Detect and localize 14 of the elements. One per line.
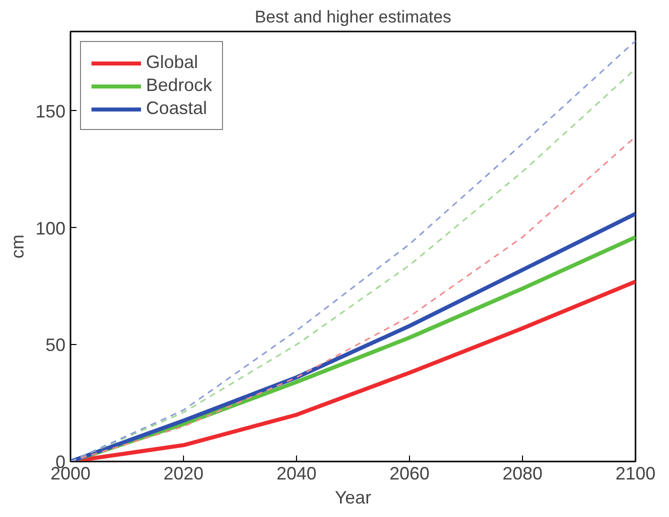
legend-label: Coastal (146, 98, 208, 119)
x-tick-label: 2080 (502, 464, 543, 484)
legend-label: Bedrock (146, 75, 212, 96)
x-axis-title: Year (334, 488, 372, 508)
y-tick-label: 50 (45, 335, 66, 356)
x-tick-label: 2020 (163, 464, 204, 484)
x-tick-label: 2040 (276, 464, 317, 484)
x-tick-label: 2100 (615, 464, 656, 484)
x-tick-label: 2060 (389, 464, 430, 484)
legend-label: Global (146, 52, 198, 73)
chart-title: Best and higher estimates (254, 8, 452, 26)
y-tick-label: 100 (35, 218, 66, 238)
y-tick-label: 150 (35, 101, 66, 122)
y-axis-title: cm (7, 234, 28, 258)
